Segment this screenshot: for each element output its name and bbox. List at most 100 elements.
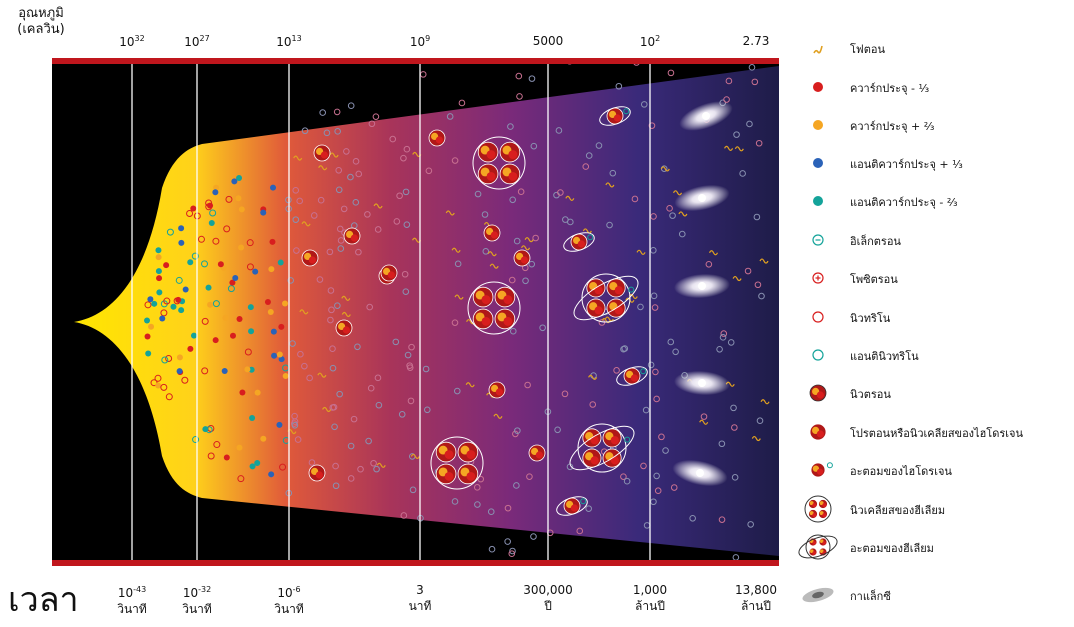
quark-particle: [176, 354, 183, 361]
positron-icon: [798, 263, 842, 293]
neutrino-particle: [517, 188, 525, 196]
neutrino-particle: [473, 484, 481, 491]
quark-particle: [178, 225, 185, 232]
neutrino-particle: [347, 102, 355, 109]
legend-label: โฟตอน: [850, 43, 885, 56]
lepton-particle: [201, 317, 209, 325]
lepton-particle: [201, 260, 209, 268]
quark-particle: [155, 268, 162, 275]
neutrino-particle: [658, 433, 665, 441]
neutrino-particle: [727, 339, 735, 346]
time-tick-unit: วินาที: [117, 602, 147, 616]
neutrino-particle: [507, 123, 514, 130]
time-tick-value: 10-43: [117, 585, 147, 600]
neutrino-particle: [532, 234, 539, 242]
legend-label: นิวเคลียสของฮีเลียม: [850, 504, 946, 517]
quark-particle: [223, 454, 230, 461]
legend-item: ควาร์กประจุ - ⅓: [798, 72, 1074, 102]
lepton-particle: [150, 379, 158, 387]
hydrogen-atom: [556, 496, 588, 516]
lepton-particle: [212, 237, 220, 245]
neutrino-particle: [292, 216, 300, 223]
lepton-particle: [163, 297, 171, 305]
quark-particle: [248, 328, 255, 335]
neutrino-particle: [354, 343, 361, 351]
galaxy: [679, 101, 733, 131]
lepton-particle: [246, 239, 254, 247]
neutrino-particle: [396, 192, 403, 200]
neutrino-particle: [508, 276, 516, 284]
legend-item: กาแล็กซี: [798, 580, 1074, 610]
neutrino-particle: [334, 302, 341, 309]
legend-label: แอนติควาร์กประจุ + ⅓: [850, 158, 963, 171]
neutrino-particle: [747, 521, 754, 528]
quark-particle: [254, 460, 261, 467]
quark-particle: [268, 266, 275, 273]
neutrino-particle: [481, 211, 489, 218]
legend-label: โพซิตรอน: [850, 273, 898, 286]
photon-icon: [798, 33, 842, 63]
legend-label: ควาร์กประจุ - ⅓: [850, 82, 930, 95]
helium-atom-icon: [798, 532, 842, 562]
neutrino-particle: [329, 345, 336, 352]
neutrino-particle: [504, 538, 511, 545]
quark-minus-third-icon: [798, 72, 842, 102]
quark-particle: [270, 184, 277, 191]
lepton-particle: [237, 475, 245, 483]
legend-item: นิวตรอน: [798, 378, 1074, 408]
neutrino-particle: [718, 440, 726, 448]
neutrino-particle: [308, 459, 316, 466]
temperature-tick-exponent: 13: [291, 34, 302, 43]
lepton-particle: [160, 309, 168, 317]
temperature-tick-base: 5000: [532, 34, 564, 48]
quark-particle: [249, 415, 256, 422]
legend-item: โปรตอนหรือนิวเคลียสของไฮโดรเจน: [798, 417, 1074, 447]
quark-particle: [267, 309, 274, 316]
neutrino-particle: [716, 346, 723, 353]
lepton-particle: [205, 199, 213, 207]
quark-particle: [244, 366, 251, 373]
neutrino-particle: [368, 120, 376, 128]
neutrino-particle: [620, 473, 627, 480]
neutrino-particle: [606, 221, 613, 229]
legend-label: แอนตินิวทริโน: [850, 350, 919, 363]
temperature-tick-exponent: 2: [655, 34, 661, 43]
neutrino-particle: [751, 78, 759, 86]
quark-particle: [221, 368, 228, 375]
quark-particle: [252, 268, 259, 275]
neutrino-particle: [631, 195, 639, 203]
quark-particle: [276, 421, 283, 428]
quark-particle: [182, 286, 189, 293]
temperature-tick-4: 109: [385, 34, 455, 49]
neutrino-particle: [672, 348, 679, 356]
neutrino-particle: [332, 462, 339, 470]
neutrino-particle: [514, 427, 521, 434]
neutrino-particle: [554, 426, 561, 434]
neutrino-particle: [662, 447, 669, 454]
neutrino-particle: [334, 128, 341, 135]
neutrino-particle: [404, 351, 412, 359]
neutrino-particle: [333, 108, 341, 116]
neutrino-particle: [293, 247, 300, 254]
neutrino-particle: [731, 424, 738, 431]
era-dividers: [131, 64, 651, 560]
neutrino-particle: [330, 403, 338, 411]
neutrino-particle: [720, 330, 728, 337]
lepton-particle: [144, 301, 152, 309]
neutrino-particle: [513, 482, 520, 489]
quark-particle: [144, 333, 151, 340]
quark-particle: [156, 275, 163, 282]
neutrino-particle: [609, 169, 617, 177]
quark-particle: [268, 471, 275, 478]
neutrino-particle: [350, 415, 358, 423]
time-tick-value: 10-32: [182, 585, 212, 600]
time-tick-unit: วินาที: [274, 602, 304, 616]
neutrino-particle: [398, 411, 406, 418]
neutrino-particle: [524, 381, 531, 389]
neutrino-particle: [637, 303, 644, 311]
neutrino-particle: [409, 486, 417, 494]
quark-particle: [151, 300, 158, 307]
neutrino-particle: [516, 93, 523, 100]
lepton-particle: [223, 225, 231, 233]
lepton-particle: [192, 436, 200, 444]
